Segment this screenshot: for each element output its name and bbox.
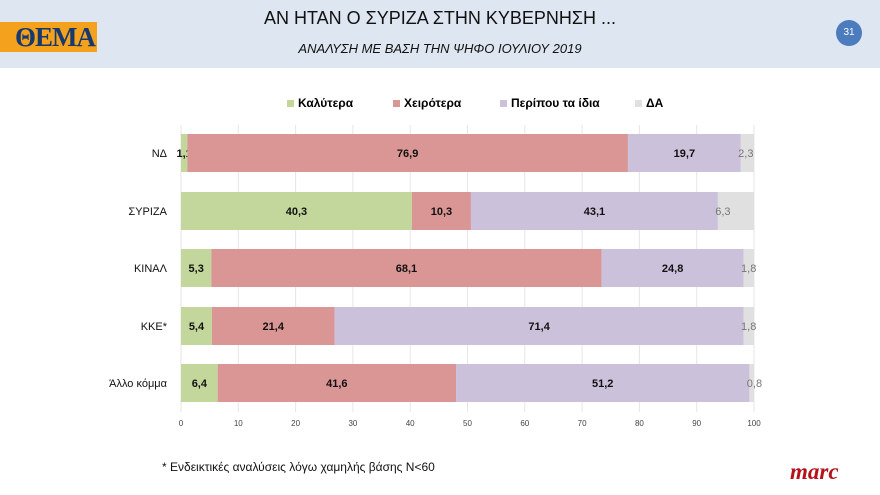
legend-swatch [635, 99, 642, 107]
data-label: 10,3 [431, 206, 452, 218]
data-label: 5,4 [189, 321, 205, 333]
data-label: 5,3 [189, 263, 204, 275]
x-tick-label: 40 [406, 419, 415, 428]
x-tick-label: 70 [578, 419, 587, 428]
header: ΘΕΜΑ ΑΝ ΗΤΑΝ Ο ΣΥΡΙΖΑ ΣΤΗΝ ΚΥΒΕΡΝΗΣΗ ...… [0, 0, 880, 68]
bar-segment [181, 192, 412, 230]
data-label: 1,8 [741, 263, 756, 275]
data-label: 2,3 [738, 148, 753, 160]
data-label: 68,1 [396, 263, 417, 275]
bar-segment [627, 134, 741, 172]
legend-item: Καλύτερα [287, 96, 353, 110]
data-label: 19,7 [674, 148, 695, 160]
legend-label: Περίπου τα ίδια [511, 96, 600, 110]
bar-segment [211, 249, 602, 287]
bar-segment [187, 134, 628, 172]
data-label: 40,3 [286, 206, 307, 218]
legend-swatch [287, 99, 294, 107]
x-tick-label: 10 [234, 419, 243, 428]
data-label: 6,4 [192, 378, 208, 390]
category-label: ΚΚΕ* [141, 321, 168, 333]
bar-segment [181, 307, 212, 345]
bar-segment [211, 307, 335, 345]
legend-label: ΔΑ [646, 96, 664, 110]
category-label: ΣΥΡΙΖΑ [128, 206, 167, 218]
x-tick-label: 80 [635, 419, 644, 428]
bar-segment [717, 192, 754, 230]
bar-segment [181, 364, 218, 402]
x-tick-label: 30 [348, 419, 357, 428]
data-label: 43,1 [584, 206, 605, 218]
data-label: 6,3 [715, 206, 730, 218]
x-tick-label: 100 [747, 419, 761, 428]
bar-segment [743, 307, 754, 345]
data-label: 71,4 [528, 321, 550, 333]
x-tick-label: 0 [179, 419, 184, 428]
x-tick-label: 50 [463, 419, 472, 428]
legend-item: Περίπου τα ίδια [500, 96, 600, 110]
legend-item: ΔΑ [635, 96, 663, 110]
page-title: ΑΝ ΗΤΑΝ Ο ΣΥΡΙΖΑ ΣΤΗΝ ΚΥΒΕΡΝΗΣΗ ... [263, 8, 617, 28]
bar-segment [749, 364, 754, 402]
bar-segment [334, 307, 744, 345]
x-tick-label: 90 [692, 419, 701, 428]
data-label: 76,9 [397, 148, 418, 160]
data-label: 51,2 [592, 378, 613, 390]
bar-segment [217, 364, 457, 402]
legend-swatch [500, 99, 507, 107]
data-label: 41,6 [326, 378, 347, 390]
bar-segment [743, 249, 754, 287]
brand-logo: marc [790, 459, 839, 484]
logo: ΘΕΜΑ [0, 22, 97, 52]
category-label: ΝΔ [152, 148, 168, 160]
bar-segment [181, 134, 188, 172]
legend-label: Χειρότερα [404, 96, 462, 110]
x-tick-label: 60 [520, 419, 529, 428]
bar-segment [601, 249, 744, 287]
data-label: 1,8 [741, 321, 756, 333]
category-label: Άλλο κόμμα [109, 378, 168, 390]
bar-segment [411, 192, 471, 230]
legend-label: Καλύτερα [298, 96, 354, 110]
page-number-badge: 31 [836, 20, 862, 46]
data-label: 21,4 [263, 321, 285, 333]
page-subtitle: ΑΝΑΛΥΣΗ ΜΕ ΒΑΣΗ ΤΗΝ ΨΗΦΟ ΙΟΥΛΙΟΥ 2019 [298, 41, 582, 56]
legend-swatch [393, 99, 400, 107]
bar-segment [740, 134, 754, 172]
data-label: 24,8 [662, 263, 683, 275]
category-label: ΚΙΝΑΛ [134, 263, 168, 275]
bar-segment [181, 249, 212, 287]
bar-segment [470, 192, 718, 230]
bar-segment [456, 364, 750, 402]
x-tick-label: 20 [291, 419, 300, 428]
legend-item: Χειρότερα [393, 96, 461, 110]
footnote: * Ενδεικτικές αναλύσεις λόγω χαμηλής βάσ… [162, 460, 435, 474]
data-label: 0,8 [747, 378, 762, 390]
